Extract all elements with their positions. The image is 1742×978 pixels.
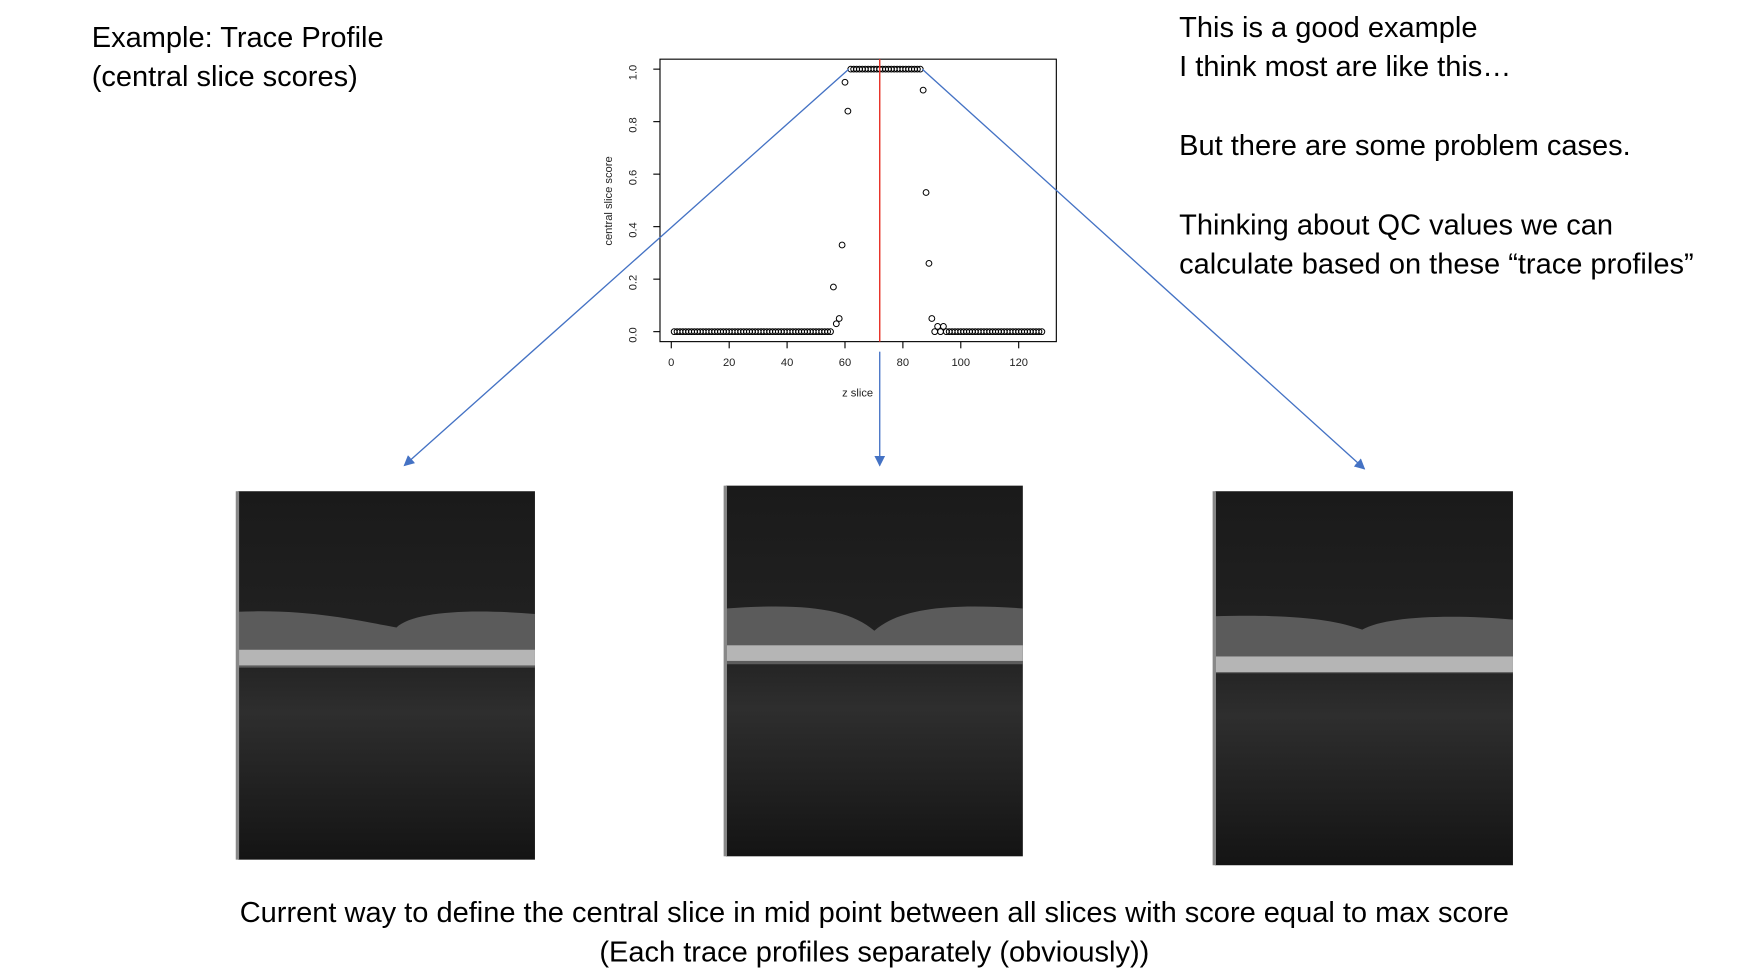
y-tick-label: 0.6 <box>628 170 640 186</box>
point <box>835 315 843 322</box>
note: I think most are like this… <box>1179 51 1511 83</box>
point <box>844 107 852 115</box>
x-axis-label: z slice <box>842 387 873 399</box>
note: This is a good example <box>1179 12 1477 44</box>
point <box>922 189 930 196</box>
point <box>1035 328 1043 336</box>
y-axis-label: central slice score <box>603 156 615 245</box>
point <box>925 259 933 267</box>
oct-image <box>723 485 1023 857</box>
point <box>940 322 947 330</box>
point <box>919 86 927 94</box>
point <box>827 328 834 336</box>
point <box>841 78 849 86</box>
point <box>913 65 921 73</box>
caption: Current way to define the central slice … <box>240 897 1509 929</box>
x-tick-label: 120 <box>1009 357 1028 369</box>
left-title: Example: Trace Profile <box>92 22 384 54</box>
point <box>830 283 837 291</box>
oct-image <box>1212 491 1513 866</box>
point <box>928 315 936 322</box>
y-tick-label: 0.2 <box>628 275 640 291</box>
arrow <box>921 68 1366 470</box>
x-tick-label: 20 <box>723 357 735 369</box>
x-tick-label: 40 <box>781 357 793 369</box>
y-tick-label: 1.0 <box>628 65 640 81</box>
y-tick-label: 0.0 <box>628 327 640 343</box>
y-tick-label: 0.4 <box>628 222 640 238</box>
caption: (Each trace profiles separately (obvious… <box>599 936 1149 968</box>
oct-image <box>235 491 535 860</box>
left-title: (central slice scores) <box>92 61 358 93</box>
note: calculate based on these “trace profiles… <box>1179 249 1694 281</box>
arrow <box>403 68 850 467</box>
x-tick-label: 100 <box>951 357 970 369</box>
point <box>824 328 832 336</box>
x-tick-label: 60 <box>839 357 851 369</box>
point <box>1038 328 1046 336</box>
point <box>838 241 846 249</box>
point <box>832 320 840 328</box>
note: But there are some problem cases. <box>1179 130 1631 162</box>
x-tick-label: 0 <box>668 357 674 369</box>
plot-frame <box>659 58 1057 343</box>
note: Thinking about QC values we can <box>1179 209 1613 241</box>
x-tick-label: 80 <box>897 357 909 369</box>
y-tick-label: 0.8 <box>628 117 640 133</box>
oct-images <box>235 485 1513 866</box>
